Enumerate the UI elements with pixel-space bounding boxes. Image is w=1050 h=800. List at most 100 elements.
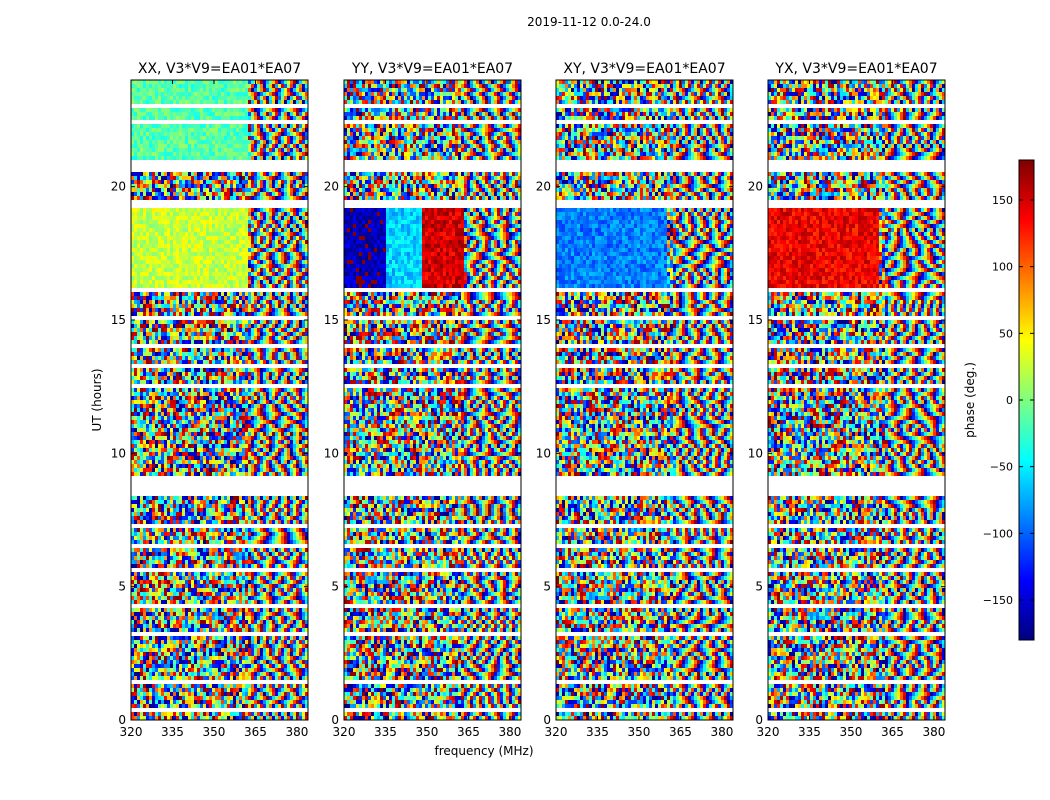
phase-cell — [233, 388, 236, 392]
phase-cell — [134, 412, 137, 416]
phase-cell — [152, 328, 155, 332]
phase-cell — [221, 440, 224, 444]
phase-cell — [236, 368, 239, 372]
phase-cell — [305, 252, 308, 256]
phase-cell — [149, 340, 152, 344]
phase-cell — [221, 264, 224, 268]
phase-cell — [260, 172, 263, 176]
phase-cell — [218, 224, 221, 228]
phase-cell — [158, 352, 161, 356]
phase-cell — [260, 184, 263, 188]
phase-cell — [263, 352, 266, 356]
phase-cell — [224, 248, 227, 252]
phase-cell — [146, 156, 149, 160]
phase-cell — [212, 264, 215, 268]
phase-cell — [155, 144, 158, 148]
phase-cell — [260, 152, 263, 156]
phase-cell — [278, 368, 281, 372]
phase-cell — [236, 256, 239, 260]
phase-cell — [158, 244, 161, 248]
phase-cell — [248, 452, 251, 456]
phase-cell — [263, 236, 266, 240]
phase-cell — [137, 360, 140, 364]
phase-cell — [257, 148, 260, 152]
phase-cell — [269, 396, 272, 400]
phase-cell — [230, 440, 233, 444]
phase-cell — [185, 232, 188, 236]
phase-cell — [245, 228, 248, 232]
phase-cell — [278, 432, 281, 436]
phase-cell — [239, 444, 242, 448]
phase-cell — [191, 232, 194, 236]
phase-cell — [155, 436, 158, 440]
phase-cell — [224, 136, 227, 140]
phase-cell — [134, 116, 137, 120]
phase-cell — [161, 244, 164, 248]
phase-cell — [140, 412, 143, 416]
phase-cell — [230, 292, 233, 296]
phase-cell — [179, 308, 182, 312]
phase-cell — [191, 136, 194, 140]
phase-cell — [200, 380, 203, 384]
phase-cell — [296, 188, 299, 192]
phase-cell — [263, 240, 266, 244]
phase-cell — [257, 220, 260, 224]
phase-cell — [236, 348, 239, 352]
phase-cell — [197, 328, 200, 332]
phase-cell — [167, 372, 170, 376]
phase-cell — [221, 124, 224, 128]
phase-cell — [137, 424, 140, 428]
phase-cell — [257, 208, 260, 212]
phase-cell — [191, 460, 194, 464]
phase-cell — [287, 96, 290, 100]
phase-cell — [200, 396, 203, 400]
phase-cell — [248, 436, 251, 440]
phase-cell — [299, 272, 302, 276]
phase-cell — [212, 272, 215, 276]
phase-cell — [170, 128, 173, 132]
phase-cell — [227, 196, 230, 200]
phase-cell — [203, 216, 206, 220]
phase-cell — [167, 268, 170, 272]
phase-cell — [305, 320, 308, 324]
phase-cell — [188, 108, 191, 112]
phase-cell — [266, 244, 269, 248]
phase-cell — [290, 412, 293, 416]
phase-cell — [203, 336, 206, 340]
phase-cell — [299, 184, 302, 188]
phase-cell — [176, 80, 179, 84]
phase-cell — [299, 428, 302, 432]
phase-cell — [206, 328, 209, 332]
phase-cell — [305, 404, 308, 408]
phase-cell — [209, 448, 212, 452]
phase-cell — [227, 460, 230, 464]
phase-cell — [275, 228, 278, 232]
phase-cell — [299, 412, 302, 416]
phase-cell — [215, 352, 218, 356]
phase-cell — [275, 260, 278, 264]
phase-cell — [161, 408, 164, 412]
phase-cell — [167, 460, 170, 464]
phase-cell — [275, 392, 278, 396]
phase-cell — [218, 228, 221, 232]
phase-cell — [284, 108, 287, 112]
phase-cell — [275, 224, 278, 228]
phase-cell — [290, 192, 293, 196]
phase-cell — [191, 140, 194, 144]
phase-cell — [203, 252, 206, 256]
phase-cell — [224, 156, 227, 160]
phase-cell — [155, 396, 158, 400]
phase-cell — [266, 312, 269, 316]
phase-cell — [269, 84, 272, 88]
phase-cell — [209, 464, 212, 468]
phase-cell — [281, 388, 284, 392]
phase-cell — [197, 128, 200, 132]
phase-cell — [284, 172, 287, 176]
phase-cell — [191, 380, 194, 384]
phase-cell — [137, 412, 140, 416]
phase-cell — [215, 268, 218, 272]
phase-cell — [230, 408, 233, 412]
phase-cell — [155, 108, 158, 112]
phase-cell — [194, 360, 197, 364]
phase-cell — [185, 412, 188, 416]
